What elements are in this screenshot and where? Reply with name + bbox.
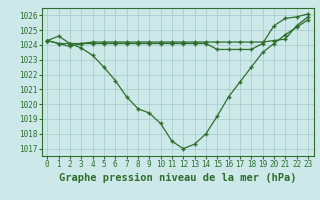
X-axis label: Graphe pression niveau de la mer (hPa): Graphe pression niveau de la mer (hPa) bbox=[59, 173, 296, 183]
